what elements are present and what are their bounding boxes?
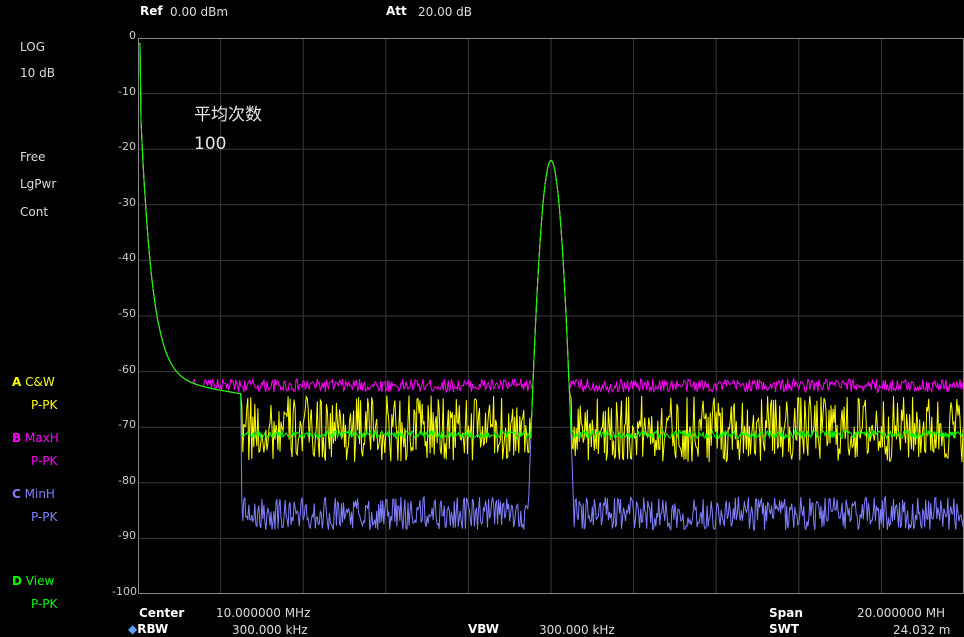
y-tick-label: -30	[118, 195, 136, 209]
vbw-value[interactable]: 300.000 kHz	[539, 623, 615, 637]
swt-label: SWT	[769, 622, 800, 636]
trace-c-entry[interactable]: C MinH	[12, 487, 55, 501]
y-tick-label: -50	[118, 307, 136, 320]
sweep-mode: Cont	[20, 205, 49, 219]
trace-c-detector: P-PK	[31, 510, 58, 524]
swt-value[interactable]: 24.032 m	[893, 623, 951, 637]
trace-a-detector: P-PK	[31, 398, 58, 412]
rbw-active-dot-icon: ◆	[128, 622, 138, 636]
trace-a-entry[interactable]: A C&W	[12, 375, 55, 389]
trace-b-detector: P-PK	[31, 454, 58, 468]
rbw-value[interactable]: 300.000 kHz	[232, 623, 308, 637]
trace-d-detector: P-PK	[31, 597, 58, 611]
center-label: Center	[139, 606, 185, 620]
ref-label: Ref	[140, 4, 163, 18]
trace-d-entry[interactable]: D View	[12, 574, 55, 588]
y-tick-label: -40	[118, 251, 136, 265]
scale-type: LOG	[20, 40, 46, 54]
trigger-mode: Free	[20, 150, 46, 164]
y-tick-label: 0	[129, 29, 136, 42]
rbw-label: ◆RBW	[128, 622, 169, 636]
span-label: Span	[769, 606, 803, 620]
avg-count-label: 平均次数	[194, 105, 262, 125]
avg-count-value[interactable]: 100	[194, 134, 227, 154]
span-value[interactable]: 20.000000 MH	[857, 606, 946, 620]
trace-b-entry[interactable]: B MaxH	[12, 431, 59, 445]
y-tick-label: -90	[118, 529, 136, 543]
y-tick-label: -20	[118, 140, 136, 154]
y-tick-label: -80	[118, 473, 136, 487]
plot-traces	[138, 43, 964, 532]
ref-value[interactable]: 0.00 dBm	[170, 5, 229, 19]
vbw-label: VBW	[468, 622, 500, 636]
trace-view-line	[138, 43, 964, 441]
att-value[interactable]: 20.00 dB	[418, 5, 473, 19]
att-label: Att	[386, 4, 407, 18]
scale-div: 10 dB	[20, 66, 55, 80]
center-value[interactable]: 10.000000 MHz	[216, 606, 311, 620]
y-tick-label: -70	[118, 418, 136, 432]
y-tick-label: -60	[118, 362, 136, 376]
detector-mode: LgPwr	[20, 177, 57, 191]
spectrum-plot[interactable]	[138, 38, 964, 594]
y-tick-label: -100	[112, 585, 137, 598]
y-tick-label: -10	[118, 84, 136, 98]
